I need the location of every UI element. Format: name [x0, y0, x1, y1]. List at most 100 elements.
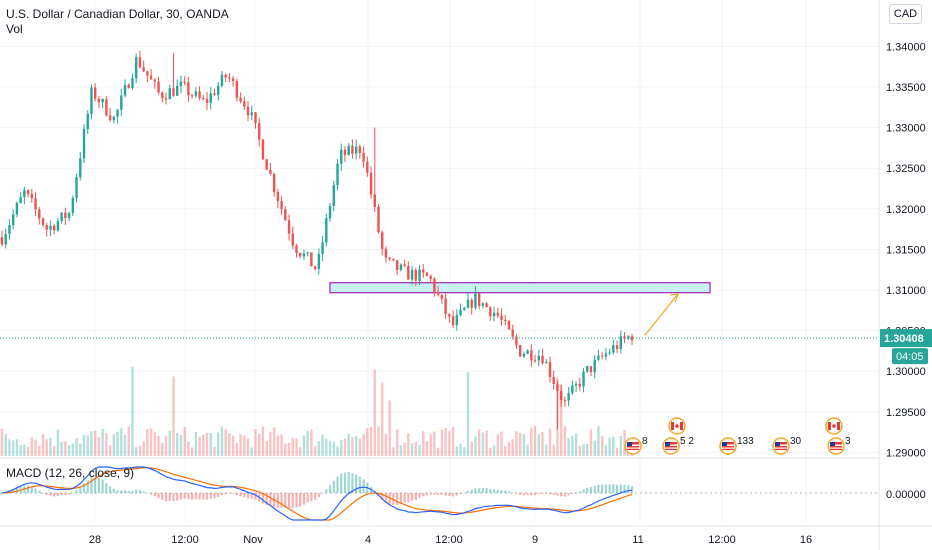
- candle-body: [254, 112, 257, 124]
- macd-histogram-bar: [325, 489, 328, 493]
- macd-histogram-bar: [627, 485, 630, 493]
- macd-histogram-bar: [94, 476, 97, 493]
- volume-bar: [328, 441, 332, 456]
- volume-bar: [19, 445, 22, 456]
- volume-bar: [347, 434, 350, 456]
- candle-body: [429, 275, 432, 279]
- volume-bar: [131, 366, 134, 456]
- candle-body: [213, 93, 216, 96]
- volume-bar: [34, 439, 37, 456]
- candle-body: [86, 113, 89, 129]
- macd-histogram-bar: [601, 484, 604, 493]
- us-flag-event-icon[interactable]: 3: [827, 436, 851, 455]
- macd-histogram-bar: [492, 489, 496, 493]
- candle-body: [202, 97, 205, 100]
- volume-bar: [213, 446, 216, 456]
- flag-stripe: [775, 444, 787, 446]
- candle-body: [105, 98, 108, 116]
- macd-histogram-bar: [299, 493, 302, 507]
- macd-histogram-bar: [552, 493, 555, 495]
- macd-histogram-bar: [90, 477, 93, 493]
- volume-bar: [56, 429, 60, 456]
- currency-button[interactable]: CAD: [889, 4, 922, 24]
- canada-flag-event-icon[interactable]: [825, 417, 843, 435]
- candle-body: [403, 264, 406, 266]
- event-markers[interactable]: 8 5 2 133 30 3: [624, 417, 851, 455]
- volume-bar: [336, 446, 339, 456]
- candle-body: [224, 74, 227, 78]
- macd-label: MACD (12, 26, close, 9): [6, 466, 135, 480]
- candle-body: [444, 298, 447, 315]
- macd-histogram-bar: [526, 493, 529, 495]
- us-flag-event-icon[interactable]: 8: [624, 436, 648, 455]
- candle-body: [67, 212, 71, 219]
- candle-body: [93, 87, 97, 99]
- time-tick-label: 12:00: [435, 534, 463, 546]
- us-flag-event-icon[interactable]: 133: [719, 436, 754, 455]
- volume-bar: [545, 444, 548, 456]
- candle-body: [243, 101, 246, 107]
- candle-body: [548, 362, 552, 378]
- macd-histogram-bar: [429, 493, 432, 495]
- volume-bar: [183, 427, 186, 456]
- macd-histogram-bar: [302, 493, 306, 505]
- macd-histogram-bar: [604, 484, 608, 493]
- candle-body: [377, 207, 380, 233]
- volume-bar: [258, 433, 261, 456]
- us-flag-event-icon[interactable]: 30: [772, 436, 802, 455]
- us-flag-event-icon[interactable]: 5 2: [662, 436, 694, 455]
- volume-bar: [168, 430, 171, 456]
- price-tick-label: 1.33500: [886, 82, 926, 94]
- macd-histogram-bar: [276, 493, 279, 508]
- macd-histogram-bar: [481, 488, 484, 493]
- candle-body: [138, 57, 142, 68]
- volume-bar: [466, 372, 470, 456]
- volume-bar: [612, 436, 615, 456]
- support-zone[interactable]: [329, 282, 711, 336]
- volume-bar: [526, 444, 529, 456]
- macd-histogram-bar: [239, 493, 242, 497]
- candle-body: [142, 67, 145, 72]
- volume-bar: [79, 443, 82, 456]
- macd-histogram-bar: [191, 493, 194, 500]
- volume-bar: [146, 429, 149, 456]
- canada-flag-event-icon[interactable]: [668, 417, 686, 435]
- macd-histogram-bar: [120, 490, 123, 493]
- candle-body: [209, 93, 212, 103]
- candle-body: [563, 400, 567, 402]
- countdown-badge: [892, 348, 928, 365]
- volume-bar: [500, 431, 503, 456]
- macd-histogram-bar: [306, 493, 309, 503]
- volume-bar: [463, 447, 466, 456]
- macd-histogram-bar: [176, 493, 179, 501]
- candle-body: [310, 252, 313, 267]
- macd-histogram-bar: [127, 490, 130, 493]
- volume-bar: [600, 436, 604, 456]
- candle-body: [34, 198, 37, 210]
- macd-histogram-bar: [336, 476, 339, 493]
- macd-histogram-bar: [630, 486, 634, 493]
- candle-body: [608, 352, 611, 354]
- volume-bar: [179, 435, 183, 456]
- macd-histogram-bar: [261, 493, 265, 504]
- volume-bar: [422, 431, 425, 456]
- candle-body: [366, 161, 369, 173]
- candle-body: [340, 149, 343, 164]
- candle-body: [172, 88, 175, 96]
- candle-body: [280, 201, 283, 210]
- macd-histogram-bar: [112, 488, 115, 493]
- macd-histogram-bar: [30, 486, 33, 493]
- volume-bar: [373, 369, 376, 456]
- macd-histogram-bar: [153, 493, 156, 497]
- macd-histogram-bar: [451, 493, 455, 497]
- volume-bar: [82, 434, 86, 456]
- candle-body: [56, 221, 60, 231]
- candle-body: [422, 269, 425, 273]
- candle-body: [582, 371, 585, 387]
- candle-body: [336, 163, 339, 186]
- volume-bar: [496, 434, 499, 456]
- macd-histogram-bar: [243, 493, 246, 498]
- flag-stripe: [830, 447, 842, 449]
- volume-bar: [403, 442, 406, 456]
